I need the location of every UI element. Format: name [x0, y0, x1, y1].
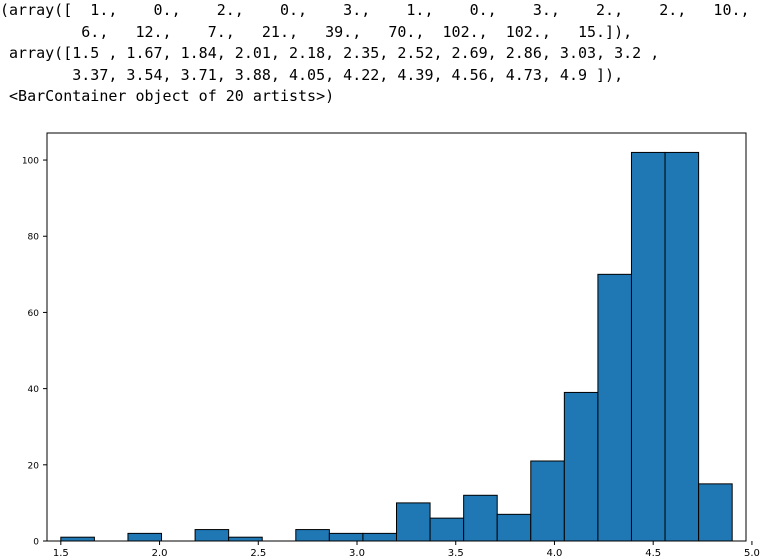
output-line: 3.37, 3.54, 3.71, 3.88, 4.05, 4.22, 4.39…: [0, 65, 624, 84]
output-line: 6., 12., 7., 21., 39., 70., 102., 102., …: [0, 22, 633, 41]
x-tick-label: 4.5: [645, 548, 661, 559]
x-tick-label: 4.0: [547, 548, 563, 559]
y-tick-label: 80: [28, 233, 40, 243]
y-tick-label: 0: [33, 538, 39, 548]
histogram-bar: [194, 529, 230, 542]
histogram-bar: [328, 532, 364, 542]
output-line: (array([ 1., 0., 2., 0., 3., 1., 0., 3.,…: [0, 1, 750, 19]
y-tick-label: 100: [22, 157, 39, 167]
histogram-bar: [530, 460, 565, 542]
output-line: array([1.5 , 1.67, 1.84, 2.01, 2.18, 2.3…: [0, 44, 660, 62]
histogram-bar: [630, 151, 666, 542]
x-tick-label: 3.5: [448, 548, 464, 559]
output-line: <BarContainer object of 20 artists>): [0, 87, 335, 105]
x-tick-label: 2.5: [250, 548, 266, 559]
histogram-bar: [496, 513, 532, 542]
y-tick-label: 20: [28, 461, 40, 471]
histogram-bar: [127, 532, 163, 542]
y-tick-label: 60: [28, 309, 40, 319]
histogram-bar: [463, 494, 498, 542]
histogram-bar: [60, 536, 95, 542]
histogram-bar: [698, 483, 733, 542]
histogram-bar: [664, 151, 700, 542]
histogram-bar: [429, 517, 465, 542]
x-tick-label: 2.0: [152, 548, 168, 559]
histogram-bar: [228, 536, 263, 542]
histogram-bar: [396, 502, 431, 542]
plot-frame: [46, 132, 747, 542]
histogram-bar: [563, 391, 599, 542]
histogram-bar: [295, 529, 330, 542]
y-tick-label: 40: [28, 385, 40, 395]
cell-output-text: (array([ 1., 0., 2., 0., 3., 1., 0., 3.,…: [0, 0, 778, 108]
x-tick-label: 5.0: [744, 548, 760, 559]
histogram-bar: [597, 273, 632, 542]
x-tick-label: 3.0: [349, 548, 365, 559]
x-tick-label: 1.5: [53, 548, 69, 559]
histogram-bar: [362, 532, 397, 542]
